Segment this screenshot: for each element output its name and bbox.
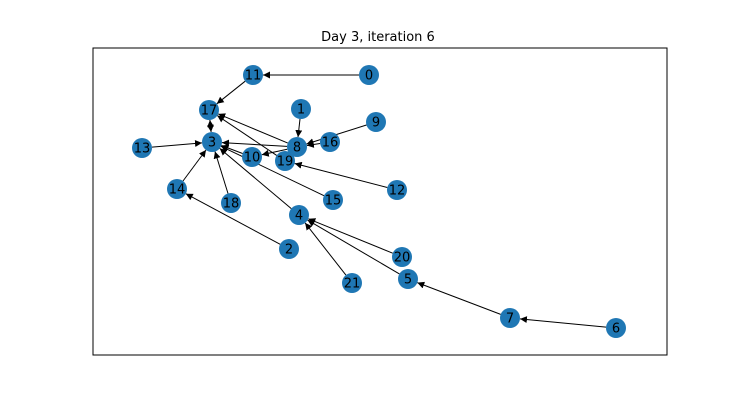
node-8: 8 xyxy=(287,137,307,157)
node-label-17: 17 xyxy=(201,104,218,119)
edge-8-to-10 xyxy=(261,148,288,157)
edge-16-to-8 xyxy=(306,140,321,148)
node-21: 21 xyxy=(342,273,362,293)
node-circle-13 xyxy=(132,138,152,158)
edge-6-to-7 xyxy=(519,316,607,328)
node-2: 2 xyxy=(279,239,299,259)
node-circle-19 xyxy=(275,151,295,171)
node-18: 18 xyxy=(221,193,241,213)
node-label-19: 19 xyxy=(277,155,294,170)
node-circle-3 xyxy=(202,132,222,152)
node-circle-21 xyxy=(342,273,362,293)
node-7: 7 xyxy=(500,308,520,328)
node-17: 17 xyxy=(199,100,219,120)
node-label-18: 18 xyxy=(223,197,240,212)
node-circle-5 xyxy=(398,269,418,289)
node-label-4: 4 xyxy=(295,209,303,224)
edge-1-to-8 xyxy=(295,118,303,138)
node-9: 9 xyxy=(366,112,386,132)
edge-8-to-17 xyxy=(218,113,288,144)
node-label-8: 8 xyxy=(293,141,301,156)
edge-14-to-3 xyxy=(182,149,207,182)
chart-title: Day 3, iteration 6 xyxy=(321,30,435,45)
node-19: 19 xyxy=(275,151,295,171)
node-circle-2 xyxy=(279,239,299,259)
node-label-13: 13 xyxy=(134,142,151,157)
node-16: 16 xyxy=(320,132,340,152)
node-label-20: 20 xyxy=(394,251,411,266)
node-label-21: 21 xyxy=(344,277,361,292)
node-10: 10 xyxy=(242,147,262,167)
node-label-0: 0 xyxy=(365,69,373,84)
edge-13-to-3 xyxy=(151,139,203,148)
node-circle-17 xyxy=(199,100,219,120)
node-circle-16 xyxy=(320,132,340,152)
node-label-5: 5 xyxy=(404,273,412,288)
node-13: 13 xyxy=(132,138,152,158)
node-12: 12 xyxy=(387,180,407,200)
plot-frame xyxy=(92,47,668,356)
node-1: 1 xyxy=(291,99,311,119)
node-5: 5 xyxy=(398,269,418,289)
edge-5-to-4 xyxy=(307,219,400,275)
node-label-16: 16 xyxy=(322,136,339,151)
node-20: 20 xyxy=(392,247,412,267)
node-15: 15 xyxy=(323,190,343,210)
edges-layer xyxy=(151,71,607,328)
edge-17-to-3 xyxy=(206,119,214,133)
node-circle-15 xyxy=(323,190,343,210)
node-14: 14 xyxy=(167,179,187,199)
edge-11-to-17 xyxy=(216,80,246,105)
node-circle-8 xyxy=(287,137,307,157)
edge-15-to-3 xyxy=(220,145,325,197)
node-3: 3 xyxy=(202,132,222,152)
node-label-11: 11 xyxy=(245,69,262,84)
edge-8-to-3 xyxy=(221,139,288,147)
node-11: 11 xyxy=(243,65,263,85)
node-label-10: 10 xyxy=(244,151,261,166)
node-circle-6 xyxy=(606,318,626,338)
edge-20-to-4 xyxy=(308,218,393,254)
node-label-3: 3 xyxy=(208,136,216,151)
node-circle-12 xyxy=(387,180,407,200)
node-0: 0 xyxy=(359,65,379,85)
node-circle-1 xyxy=(291,99,311,119)
node-circle-10 xyxy=(242,147,262,167)
edge-2-to-14 xyxy=(185,193,281,245)
node-circle-7 xyxy=(500,308,520,328)
edge-4-to-3 xyxy=(219,148,292,209)
node-6: 6 xyxy=(606,318,626,338)
edge-12-to-19 xyxy=(294,161,388,188)
edge-7-to-5 xyxy=(417,281,501,315)
node-circle-18 xyxy=(221,193,241,213)
node-circle-14 xyxy=(167,179,187,199)
node-circle-4 xyxy=(289,205,309,225)
node-circle-0 xyxy=(359,65,379,85)
node-circle-20 xyxy=(392,247,412,267)
node-label-6: 6 xyxy=(612,322,620,337)
node-label-9: 9 xyxy=(372,116,380,131)
node-label-15: 15 xyxy=(325,194,342,209)
node-label-1: 1 xyxy=(297,103,305,118)
node-4: 4 xyxy=(289,205,309,225)
node-label-2: 2 xyxy=(285,243,293,258)
node-circle-9 xyxy=(366,112,386,132)
node-label-12: 12 xyxy=(389,184,406,199)
node-label-7: 7 xyxy=(506,312,514,327)
edge-21-to-4 xyxy=(304,222,347,276)
node-circle-11 xyxy=(243,65,263,85)
edge-19-to-17 xyxy=(217,115,277,156)
node-label-14: 14 xyxy=(169,183,186,198)
edge-18-to-3 xyxy=(213,151,229,194)
